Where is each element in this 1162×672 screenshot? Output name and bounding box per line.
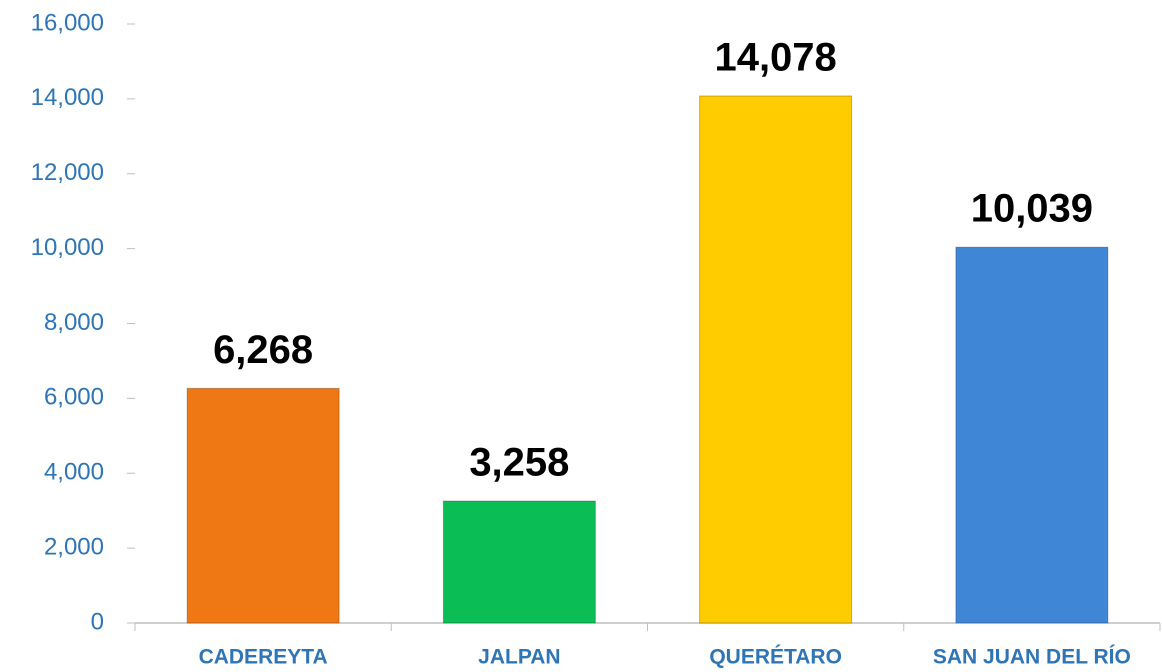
y-tick-label: 12,000 [31, 159, 104, 186]
bar [955, 246, 1109, 624]
bar [699, 95, 853, 624]
y-tick-label: 2,000 [44, 533, 104, 560]
y-tick-label: 14,000 [31, 84, 104, 111]
y-tick-label: 16,000 [31, 9, 104, 36]
x-tick-label: SAN JUAN DEL RÍO [933, 646, 1131, 669]
value-label: 3,258 [469, 441, 569, 485]
value-label: 10,039 [971, 187, 1093, 231]
y-tick-label: 4,000 [44, 459, 104, 486]
bar [186, 387, 340, 624]
y-tick-label: 6,000 [44, 384, 104, 411]
bar [442, 500, 596, 624]
y-tick-label: 8,000 [44, 309, 104, 336]
x-tick-label: QUERÉTARO [709, 646, 842, 669]
x-tick-label: JALPAN [478, 646, 560, 669]
x-tick-label: CADEREYTA [199, 646, 328, 669]
y-tick-label: 10,000 [31, 234, 104, 261]
value-label: 14,078 [714, 36, 836, 80]
value-label: 6,268 [213, 328, 313, 372]
y-tick-label: 0 [91, 608, 104, 635]
